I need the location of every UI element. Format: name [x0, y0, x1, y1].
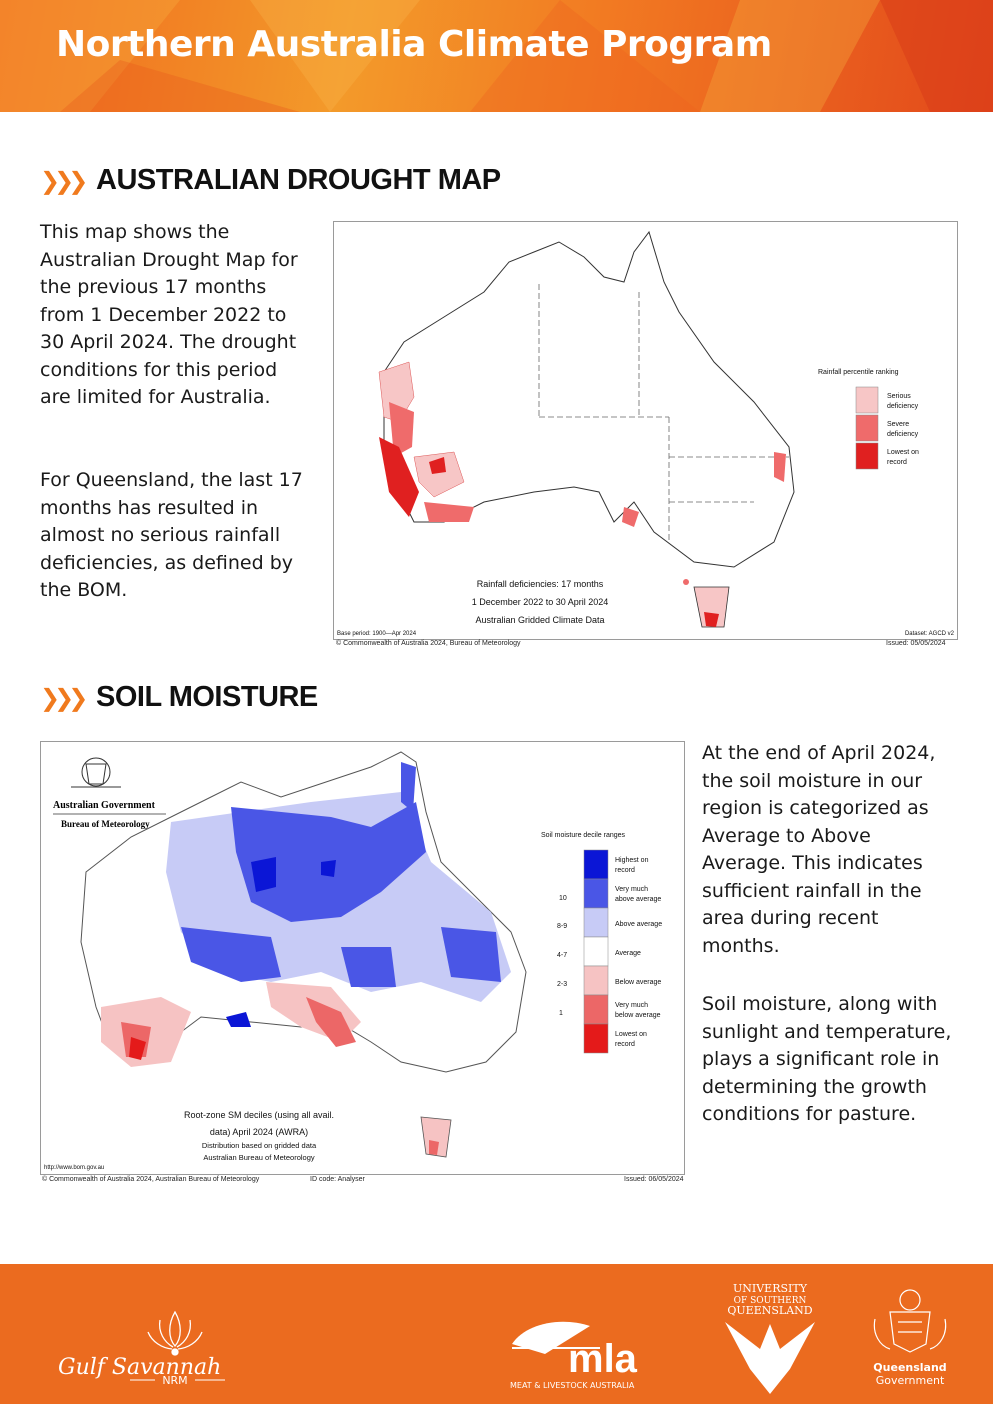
drought-map-base-period: Base period: 1900—Apr 2024 [337, 631, 417, 637]
drought-map-graphic: Rainfall percentile ranking Serious defi… [337, 230, 955, 637]
soil-map-id-code: ID code: Analyser [310, 1176, 365, 1183]
legend-label: Very much [615, 1002, 648, 1009]
legend-label: record [887, 459, 907, 466]
triple-chevron-icon: ❯❯❯ [40, 166, 88, 195]
mla-logo: mla MEAT & LIVESTOCK AUSTRALIA [510, 1321, 638, 1390]
drought-map-copyright: © Commonwealth of Australia 2024, Bureau… [336, 640, 521, 647]
agency-name: Australian Government [53, 800, 156, 811]
soil-map-title-1: Root-zone SM deciles (using all avail. [184, 1110, 334, 1120]
soil-legend [583, 849, 609, 1054]
coat-of-arms-icon [71, 757, 121, 788]
legend-decile: 4-7 [557, 952, 567, 959]
drought-map-issued: Issued: 05/05/2024 [886, 640, 946, 647]
soil-heading: SOIL MOISTURE [96, 681, 318, 713]
legend-label: deficiency [887, 403, 919, 410]
state-borders [538, 284, 789, 542]
legend-label: Lowest on [887, 449, 919, 456]
qld-line-1: Queensland [873, 1361, 946, 1374]
legend-swatch-serious [855, 386, 879, 414]
legend-label: deficiency [887, 431, 919, 438]
nrm-label: NRM [162, 1374, 187, 1387]
drought-paragraph-1: This map shows the Australian Drought Ma… [40, 221, 298, 408]
bureau-name: Bureau of Meteorology [61, 819, 150, 829]
qld-government-logo: Queensland Government [873, 1289, 947, 1387]
drought-map-title-1: Rainfall deficiencies: 17 months [477, 579, 604, 589]
legend-label: below average [615, 1012, 661, 1019]
page-title: Northern Australia Climate Program [56, 24, 772, 65]
banner-pattern [0, 0, 993, 112]
legend-label: record [615, 1041, 635, 1048]
legend-label: Severe [887, 421, 909, 428]
legend-decile: 2-3 [557, 981, 567, 988]
triple-chevron-icon: ❯❯❯ [40, 683, 88, 712]
soil-map-title-2: data) April 2024 (AWRA) [210, 1127, 308, 1137]
soil-paragraph-1: At the end of April 2024, the soil moist… [702, 742, 936, 957]
usq-logo: UNIVERSITY OF SOUTHERN QUEENSLAND [725, 1282, 815, 1394]
qld-line-2: Government [876, 1374, 945, 1387]
drought-section-heading: ❯❯❯ AUSTRALIAN DROUGHT MAP [40, 164, 501, 197]
legend-swatch-lowest [855, 442, 879, 470]
usq-line-2: OF SOUTHERN [734, 1296, 807, 1306]
soil-map-copyright: © Commonwealth of Australia 2024, Austra… [42, 1176, 260, 1183]
drought-legend-title: Rainfall percentile ranking [818, 369, 899, 376]
legend-swatch-severe [855, 414, 879, 442]
legend-label: Below average [615, 979, 661, 986]
gulf-savannah-name: Gulf Savannah [58, 1355, 221, 1380]
soil-moisture-map: Australian Government Bureau of Meteorol… [40, 741, 685, 1175]
mla-swoosh-icon [512, 1321, 590, 1354]
legend-label: Very much [615, 886, 648, 893]
footer: Gulf Savannah NRM mla MEAT & LIVESTOCK A… [0, 1264, 993, 1404]
legend-label: above average [615, 896, 661, 903]
usq-line-1: UNIVERSITY [733, 1282, 808, 1295]
soil-map-url: http://www.bom.gov.au [44, 1165, 104, 1171]
drought-paragraph-2: For Queensland, the last 17 months has r… [40, 469, 303, 601]
legend-label: Serious [887, 393, 911, 400]
australia-outline [383, 230, 795, 568]
legend-label: Average [615, 950, 641, 957]
gulf-savannah-logo: Gulf Savannah NRM [58, 1310, 225, 1387]
mla-tagline: MEAT & LIVESTOCK AUSTRALIA [510, 1381, 635, 1390]
soil-map-issued: Issued: 06/05/2024 [624, 1176, 684, 1183]
legend-label: Highest on [615, 857, 649, 864]
soil-map-title-3: Distribution based on gridded data [202, 1141, 317, 1150]
drought-map-title-3: Australian Gridded Climate Data [475, 615, 604, 625]
phoenix-icon [725, 1322, 815, 1394]
drought-map-dataset: Dataset: AGCD v2 [905, 631, 955, 637]
flower-icon [147, 1310, 203, 1356]
footer-logos: Gulf Savannah NRM mla MEAT & LIVESTOCK A… [58, 1282, 947, 1394]
drought-heading: AUSTRALIAN DROUGHT MAP [96, 164, 501, 196]
soil-paragraph-2: Soil moisture, along with sunlight and t… [702, 993, 952, 1125]
soil-map-graphic: Australian Government Bureau of Meteorol… [44, 751, 662, 1171]
legend-label: record [615, 867, 635, 874]
header-banner: Northern Australia Climate Program [0, 0, 993, 112]
qld-crest-icon [873, 1289, 947, 1353]
soil-map-title-4: Australian Bureau of Meteorology [203, 1153, 315, 1162]
drought-map: Rainfall percentile ranking Serious defi… [333, 221, 958, 640]
legend-decile: 10 [559, 895, 567, 902]
soil-section-heading: ❯❯❯ SOIL MOISTURE [40, 681, 318, 714]
soil-legend-title: Soil moisture decile ranges [541, 832, 626, 839]
legend-decile: 8-9 [557, 923, 567, 930]
legend-decile: 1 [559, 1010, 563, 1017]
drought-map-title-2: 1 December 2022 to 30 April 2024 [472, 597, 609, 607]
legend-label: Above average [615, 921, 662, 928]
legend-label: Lowest on [615, 1031, 647, 1038]
mla-wordmark: mla [568, 1337, 638, 1381]
usq-line-3: QUEENSLAND [727, 1304, 812, 1317]
